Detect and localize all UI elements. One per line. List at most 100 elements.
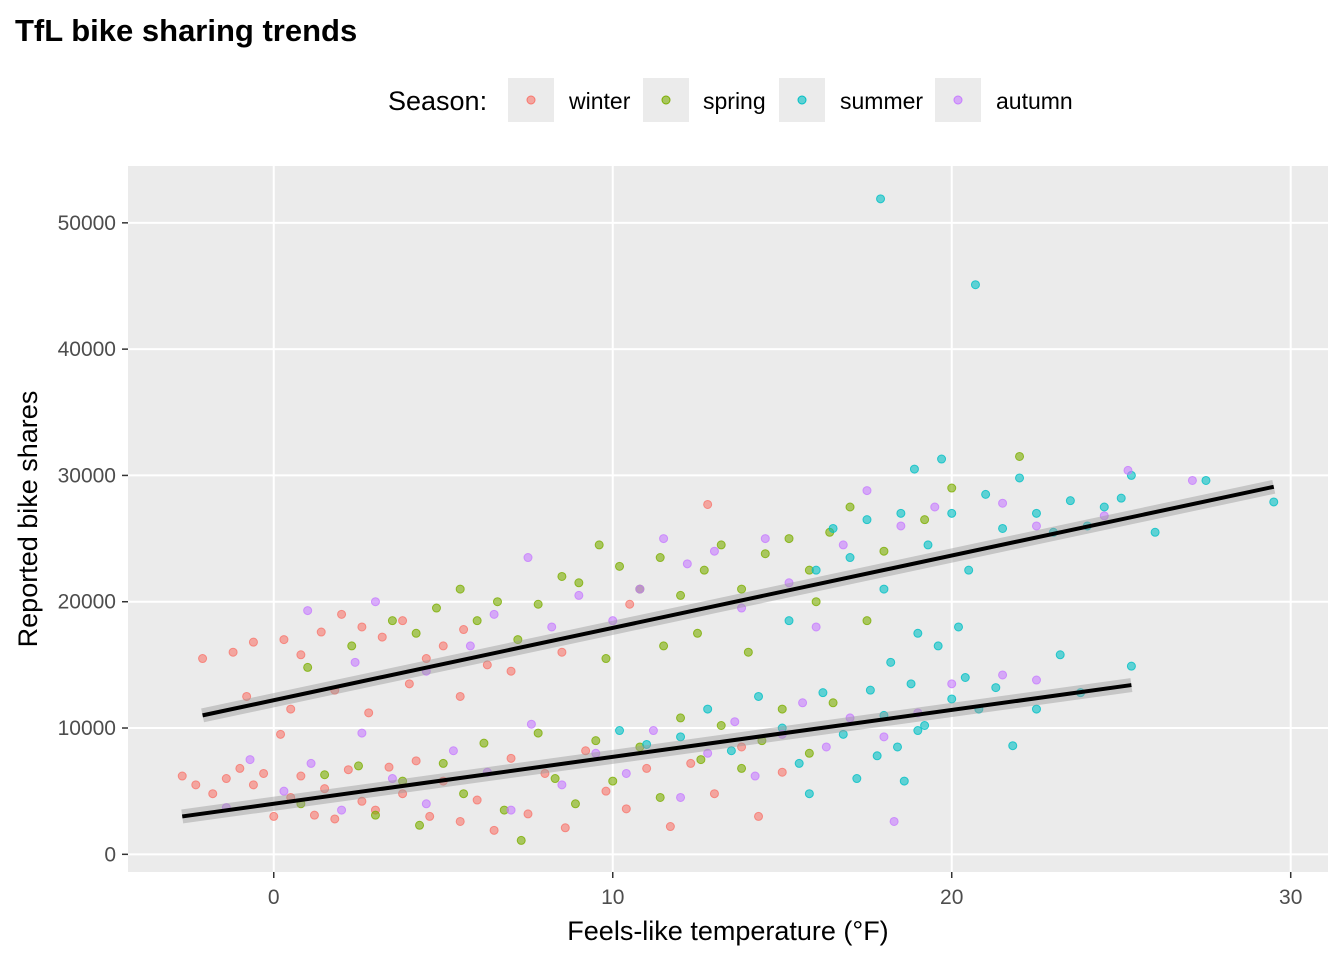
point-spring [533,728,543,738]
point-spring [533,599,543,609]
point-summer [913,628,923,638]
point-winter [248,780,258,790]
point-summer [1126,661,1136,671]
point-winter [601,786,611,796]
point-spring [431,603,441,613]
point-spring [920,515,930,525]
point-autumn [862,486,872,496]
point-summer [1269,497,1279,507]
point-summer [1116,493,1126,503]
point-summer [754,691,764,701]
point-summer [1015,473,1025,483]
point-winter [621,804,631,814]
point-autumn [1031,675,1041,685]
point-autumn [370,597,380,607]
point-autumn [947,679,957,689]
point-summer [676,732,686,742]
point-spring [370,810,380,820]
point-winter [221,774,231,784]
point-winter [686,758,696,768]
point-spring [655,553,665,563]
point-spring [415,820,425,830]
point-winter [384,762,394,772]
point-winter [296,650,306,660]
point-winter [357,796,367,806]
y-tick-label: 20000 [58,591,116,614]
legend-title: Season: [388,86,487,116]
point-summer [981,489,991,499]
point-spring [845,502,855,512]
point-winter [404,679,414,689]
point-winter [665,822,675,832]
point-winter [296,771,306,781]
point-autumn [635,584,645,594]
point-spring [696,755,706,765]
point-summer [794,758,804,768]
point-summer [896,508,906,518]
trend-line-upper [202,484,1275,718]
point-summer [1031,508,1041,518]
trend-line-lower [181,683,1132,819]
point-summer [615,726,625,736]
point-autumn [784,578,794,588]
point-winter [242,691,252,701]
point-winter [269,811,279,821]
point-spring [513,635,523,645]
point-winter [455,816,465,826]
x-axis-label: Feels-like temperature (°F) [567,916,888,946]
point-summer [1099,502,1109,512]
point-winter [276,729,286,739]
point-autumn [557,780,567,790]
point-autumn [703,748,713,758]
point-summer [1055,650,1065,660]
point-autumn [838,540,848,550]
point-winter [279,635,289,645]
point-spring [438,758,448,768]
point-spring [601,654,611,664]
point-autumn [896,521,906,531]
y-tick-label: 30000 [58,464,116,487]
point-autumn [1187,475,1197,485]
point-autumn [676,792,686,802]
point-winter [459,625,469,635]
point-spring [947,483,957,493]
point-winter [625,599,635,609]
point-winter [489,825,499,835]
point-summer [947,694,957,704]
point-summer [899,776,909,786]
point-summer [906,679,916,689]
point-winter [421,654,431,664]
point-spring [760,549,770,559]
point-summer [828,523,838,533]
point-autumn [709,546,719,556]
point-summer [947,508,957,518]
point-spring [676,713,686,723]
point-spring [737,763,747,773]
point-spring [411,628,421,638]
point-summer [784,616,794,626]
point-spring [455,584,465,594]
point-summer [862,515,872,525]
point-spring [737,584,747,594]
point-spring [777,704,787,714]
point-winter [343,765,353,775]
y-tick-label: 40000 [58,338,116,361]
legend-label-winter: winter [568,88,631,114]
point-winter [523,809,533,819]
point-spring [1015,451,1025,461]
point-autumn [730,717,740,727]
point-spring [692,628,702,638]
point-spring [608,776,618,786]
point-autumn [489,609,499,619]
point-summer [960,673,970,683]
point-autumn [889,816,899,826]
point-winter [198,654,208,664]
point-winter [377,632,387,642]
point-spring [557,571,567,581]
point-spring [676,590,686,600]
point-winter [259,768,269,778]
x-tick-label: 30 [1279,886,1302,909]
point-spring [303,662,313,672]
legend-marker-summer [797,95,807,105]
point-spring [811,597,821,607]
